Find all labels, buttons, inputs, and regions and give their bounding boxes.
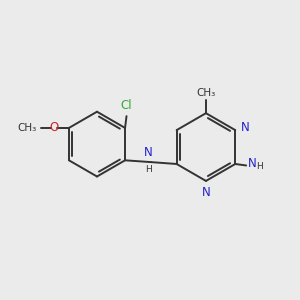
Text: H: H: [145, 164, 152, 173]
Text: Cl: Cl: [121, 99, 132, 112]
Text: N: N: [241, 121, 249, 134]
Text: N: N: [144, 146, 153, 159]
Text: N: N: [202, 186, 210, 199]
Text: O: O: [50, 122, 59, 134]
Text: CH₃: CH₃: [196, 88, 216, 98]
Text: H: H: [256, 162, 262, 171]
Text: CH₃: CH₃: [17, 123, 37, 133]
Text: N: N: [248, 157, 256, 169]
